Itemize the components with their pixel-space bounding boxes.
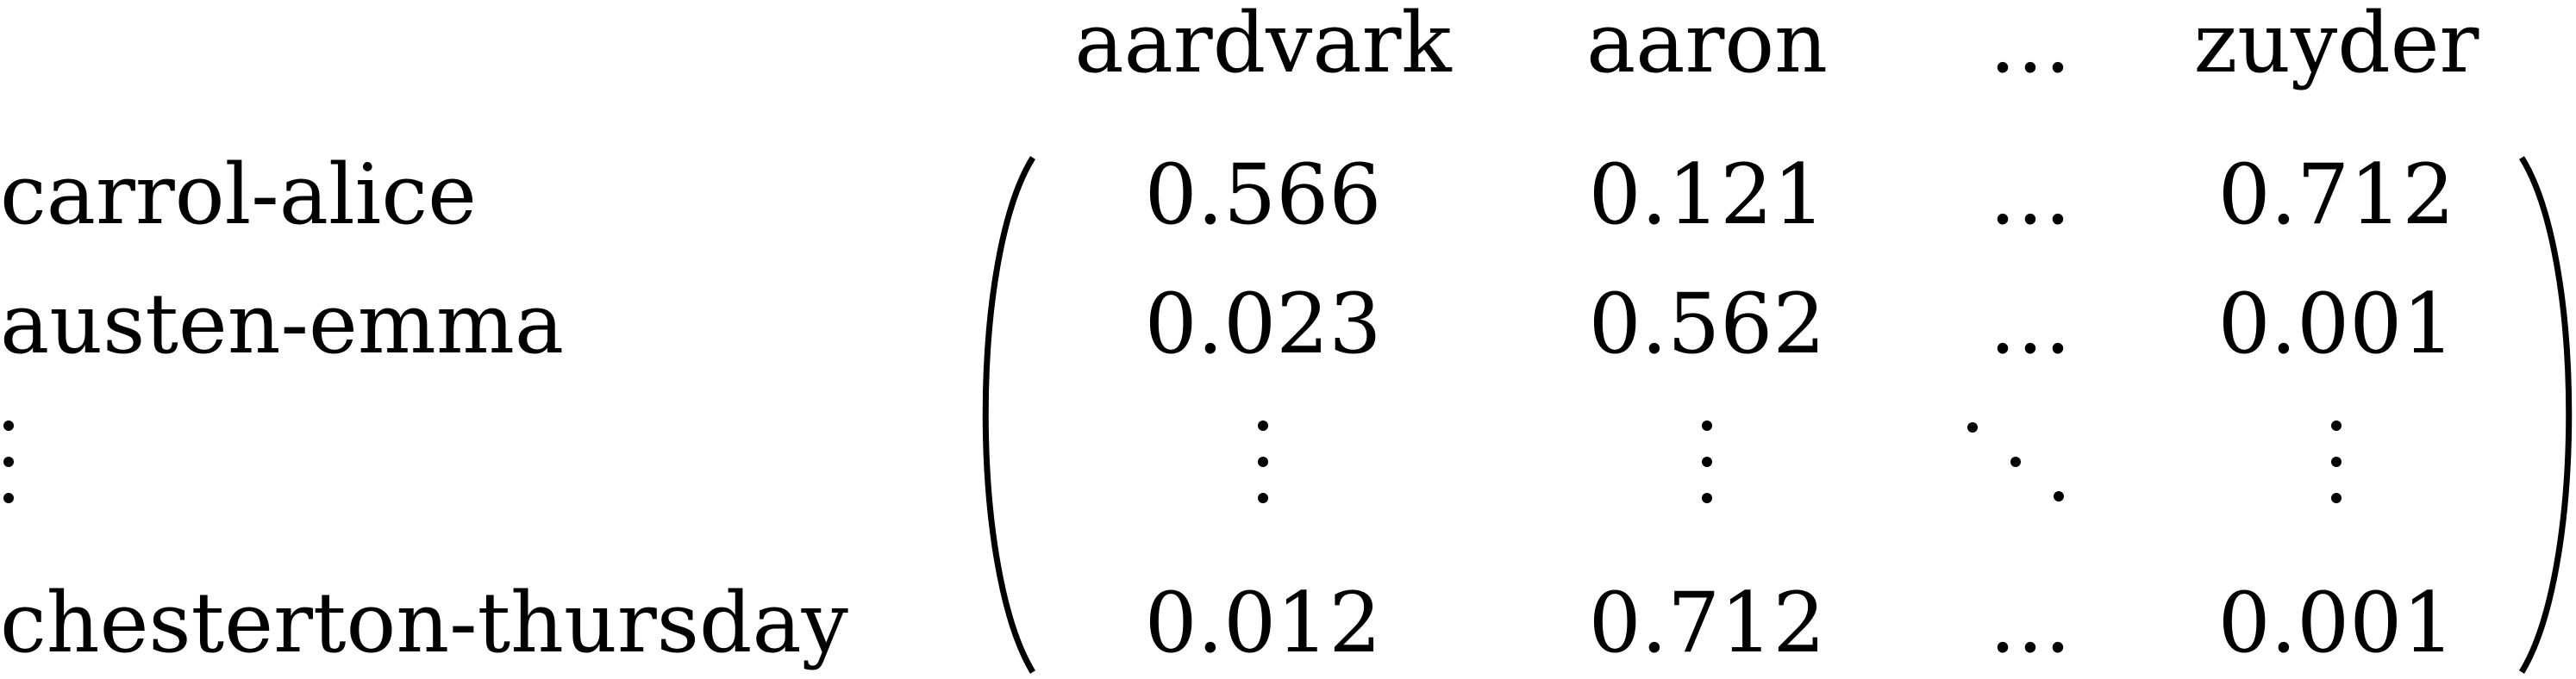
cell-r4-c3: … <box>1989 575 2072 671</box>
column-header-aaron: aaron <box>1586 0 1828 91</box>
row-label-vertical-dots <box>2 420 16 503</box>
column-header-aardvark: aardvark <box>1074 0 1452 91</box>
cell-r4-c4: 0.001 <box>2217 575 2455 671</box>
cell-r2-c2: 0.562 <box>1588 276 1826 372</box>
left-parenthesis <box>982 156 1035 674</box>
cell-r4-c2: 0.712 <box>1588 575 1826 671</box>
right-parenthesis <box>2519 156 2573 674</box>
cell-r3-c3-ddots <box>1966 420 2069 503</box>
row-label-chesterton-thursday: chesterton-thursday <box>0 575 848 671</box>
column-header-zuyder: zuyder <box>2193 0 2479 91</box>
cell-r4-c1: 0.012 <box>1144 575 1382 671</box>
cell-r2-c3: … <box>1989 276 2072 372</box>
cell-r2-c4: 0.001 <box>2217 276 2455 372</box>
column-header-ellipsis: … <box>1989 0 2072 91</box>
row-label-carrol-alice: carrol-alice <box>0 146 477 243</box>
cell-r3-c1-vdots <box>1256 420 1270 503</box>
cell-r3-c2-vdots <box>1700 420 1714 503</box>
cell-r1-c3: … <box>1989 146 2072 243</box>
cell-r3-c4-vdots <box>2329 420 2343 503</box>
cell-r1-c4: 0.712 <box>2217 146 2455 243</box>
cell-r2-c1: 0.023 <box>1144 276 1382 372</box>
cell-r1-c1: 0.566 <box>1144 146 1382 243</box>
cell-r1-c2: 0.121 <box>1588 146 1826 243</box>
row-label-austen-emma: austen-emma <box>0 276 565 372</box>
